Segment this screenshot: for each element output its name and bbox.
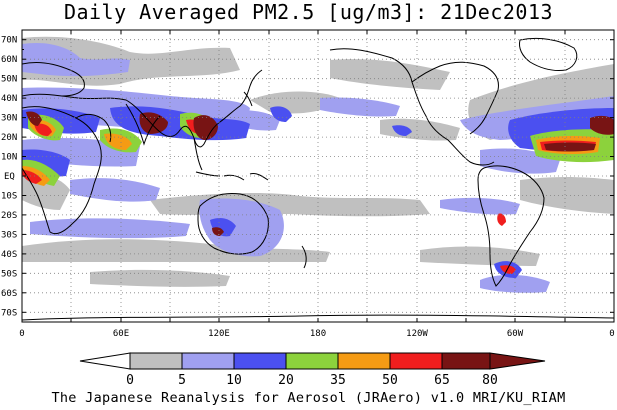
lon-label: 0 [609, 329, 614, 339]
lat-label: 40N [1, 94, 17, 104]
longitude-labels: 0 60E 120E 180 120W 60W 0 [19, 329, 614, 339]
lon-label: 120E [208, 329, 230, 339]
latitude-axis [22, 39, 614, 313]
lat-label: 20S [1, 211, 17, 221]
credit-footer: The Japanese Reanalysis for Aerosol (JRA… [51, 390, 566, 406]
map-panel [22, 30, 614, 322]
coastline-new-zealand [301, 245, 307, 269]
colorbar-segment [233, 352, 287, 370]
lat-label: 60S [1, 289, 17, 299]
lat-label: 70N [1, 36, 17, 46]
colorbar-label: 5 [178, 373, 186, 388]
coastline-africa [22, 106, 102, 235]
longitude-axis [70, 30, 566, 322]
lat-label: 50S [1, 269, 17, 279]
lat-label: 70S [1, 308, 17, 318]
colorbar-segment [441, 352, 491, 370]
colorbar-label: 20 [278, 373, 294, 388]
coastline-south-america [477, 165, 545, 287]
coastline-antarctica [22, 314, 614, 321]
colorbar-label: 50 [382, 373, 398, 388]
lat-label: 10S [1, 192, 17, 202]
lat-label: 30N [1, 114, 17, 124]
lat-label: EQ [4, 172, 15, 182]
colorbar-underflow-triangle [79, 352, 131, 370]
colorbar-label: 35 [330, 373, 346, 388]
lon-label: 180 [310, 329, 326, 339]
lat-label: 40S [1, 250, 17, 260]
coastline-japan [243, 91, 253, 107]
colorbar-label: 80 [482, 373, 498, 388]
coastline-north-america [329, 48, 495, 166]
colorbar-overflow-triangle [489, 352, 546, 370]
lon-label: 0 [19, 329, 24, 339]
lat-label: 10N [1, 153, 17, 163]
pm25-field [22, 36, 614, 293]
lat-label: 20N [1, 133, 17, 143]
colorbar-label: 10 [226, 373, 242, 388]
coastline-australia [197, 193, 269, 255]
lon-label: 120W [406, 329, 428, 339]
coastlines [22, 37, 614, 321]
lat-label: 50N [1, 75, 17, 85]
graticule [22, 30, 614, 322]
lat-label: 60N [1, 55, 17, 65]
colorbar-label: 0 [126, 373, 134, 388]
lon-label: 60E [113, 329, 129, 339]
lat-label: 30S [1, 230, 17, 240]
latitude-labels: 70N 60N 50N 40N 30N 20N 10N EQ 10S 20S 3… [1, 36, 17, 319]
map-title: Daily Averaged PM2.5 [ug/m3]: 21Dec2013 [63, 0, 554, 24]
lon-label: 60W [507, 329, 524, 339]
colorbar: 0 5 10 20 35 50 65 80 [79, 352, 546, 388]
colorbar-label: 65 [434, 373, 450, 388]
colorbar-segment [285, 352, 339, 370]
colorbar-segment [337, 352, 391, 370]
colorbar-segment [129, 352, 183, 370]
coastline-greenland [519, 37, 578, 71]
colorbar-segment [389, 352, 443, 370]
colorbar-segment [181, 352, 235, 370]
